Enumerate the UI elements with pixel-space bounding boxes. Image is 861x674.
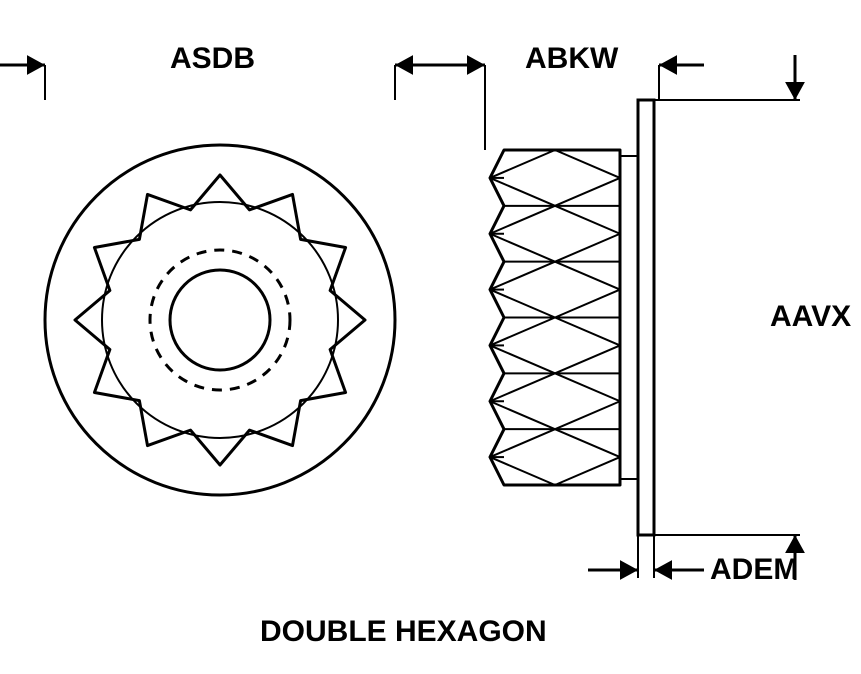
label-aavx: AAVX [770,300,851,334]
diagram-title: DOUBLE HEXAGON [260,615,547,649]
diagram-stage: ASDB ABKW AAVX ADEM DOUBLE HEXAGON [0,0,861,674]
label-abkw: ABKW [525,42,618,76]
label-asdb: ASDB [170,42,255,76]
label-adem: ADEM [710,553,798,587]
